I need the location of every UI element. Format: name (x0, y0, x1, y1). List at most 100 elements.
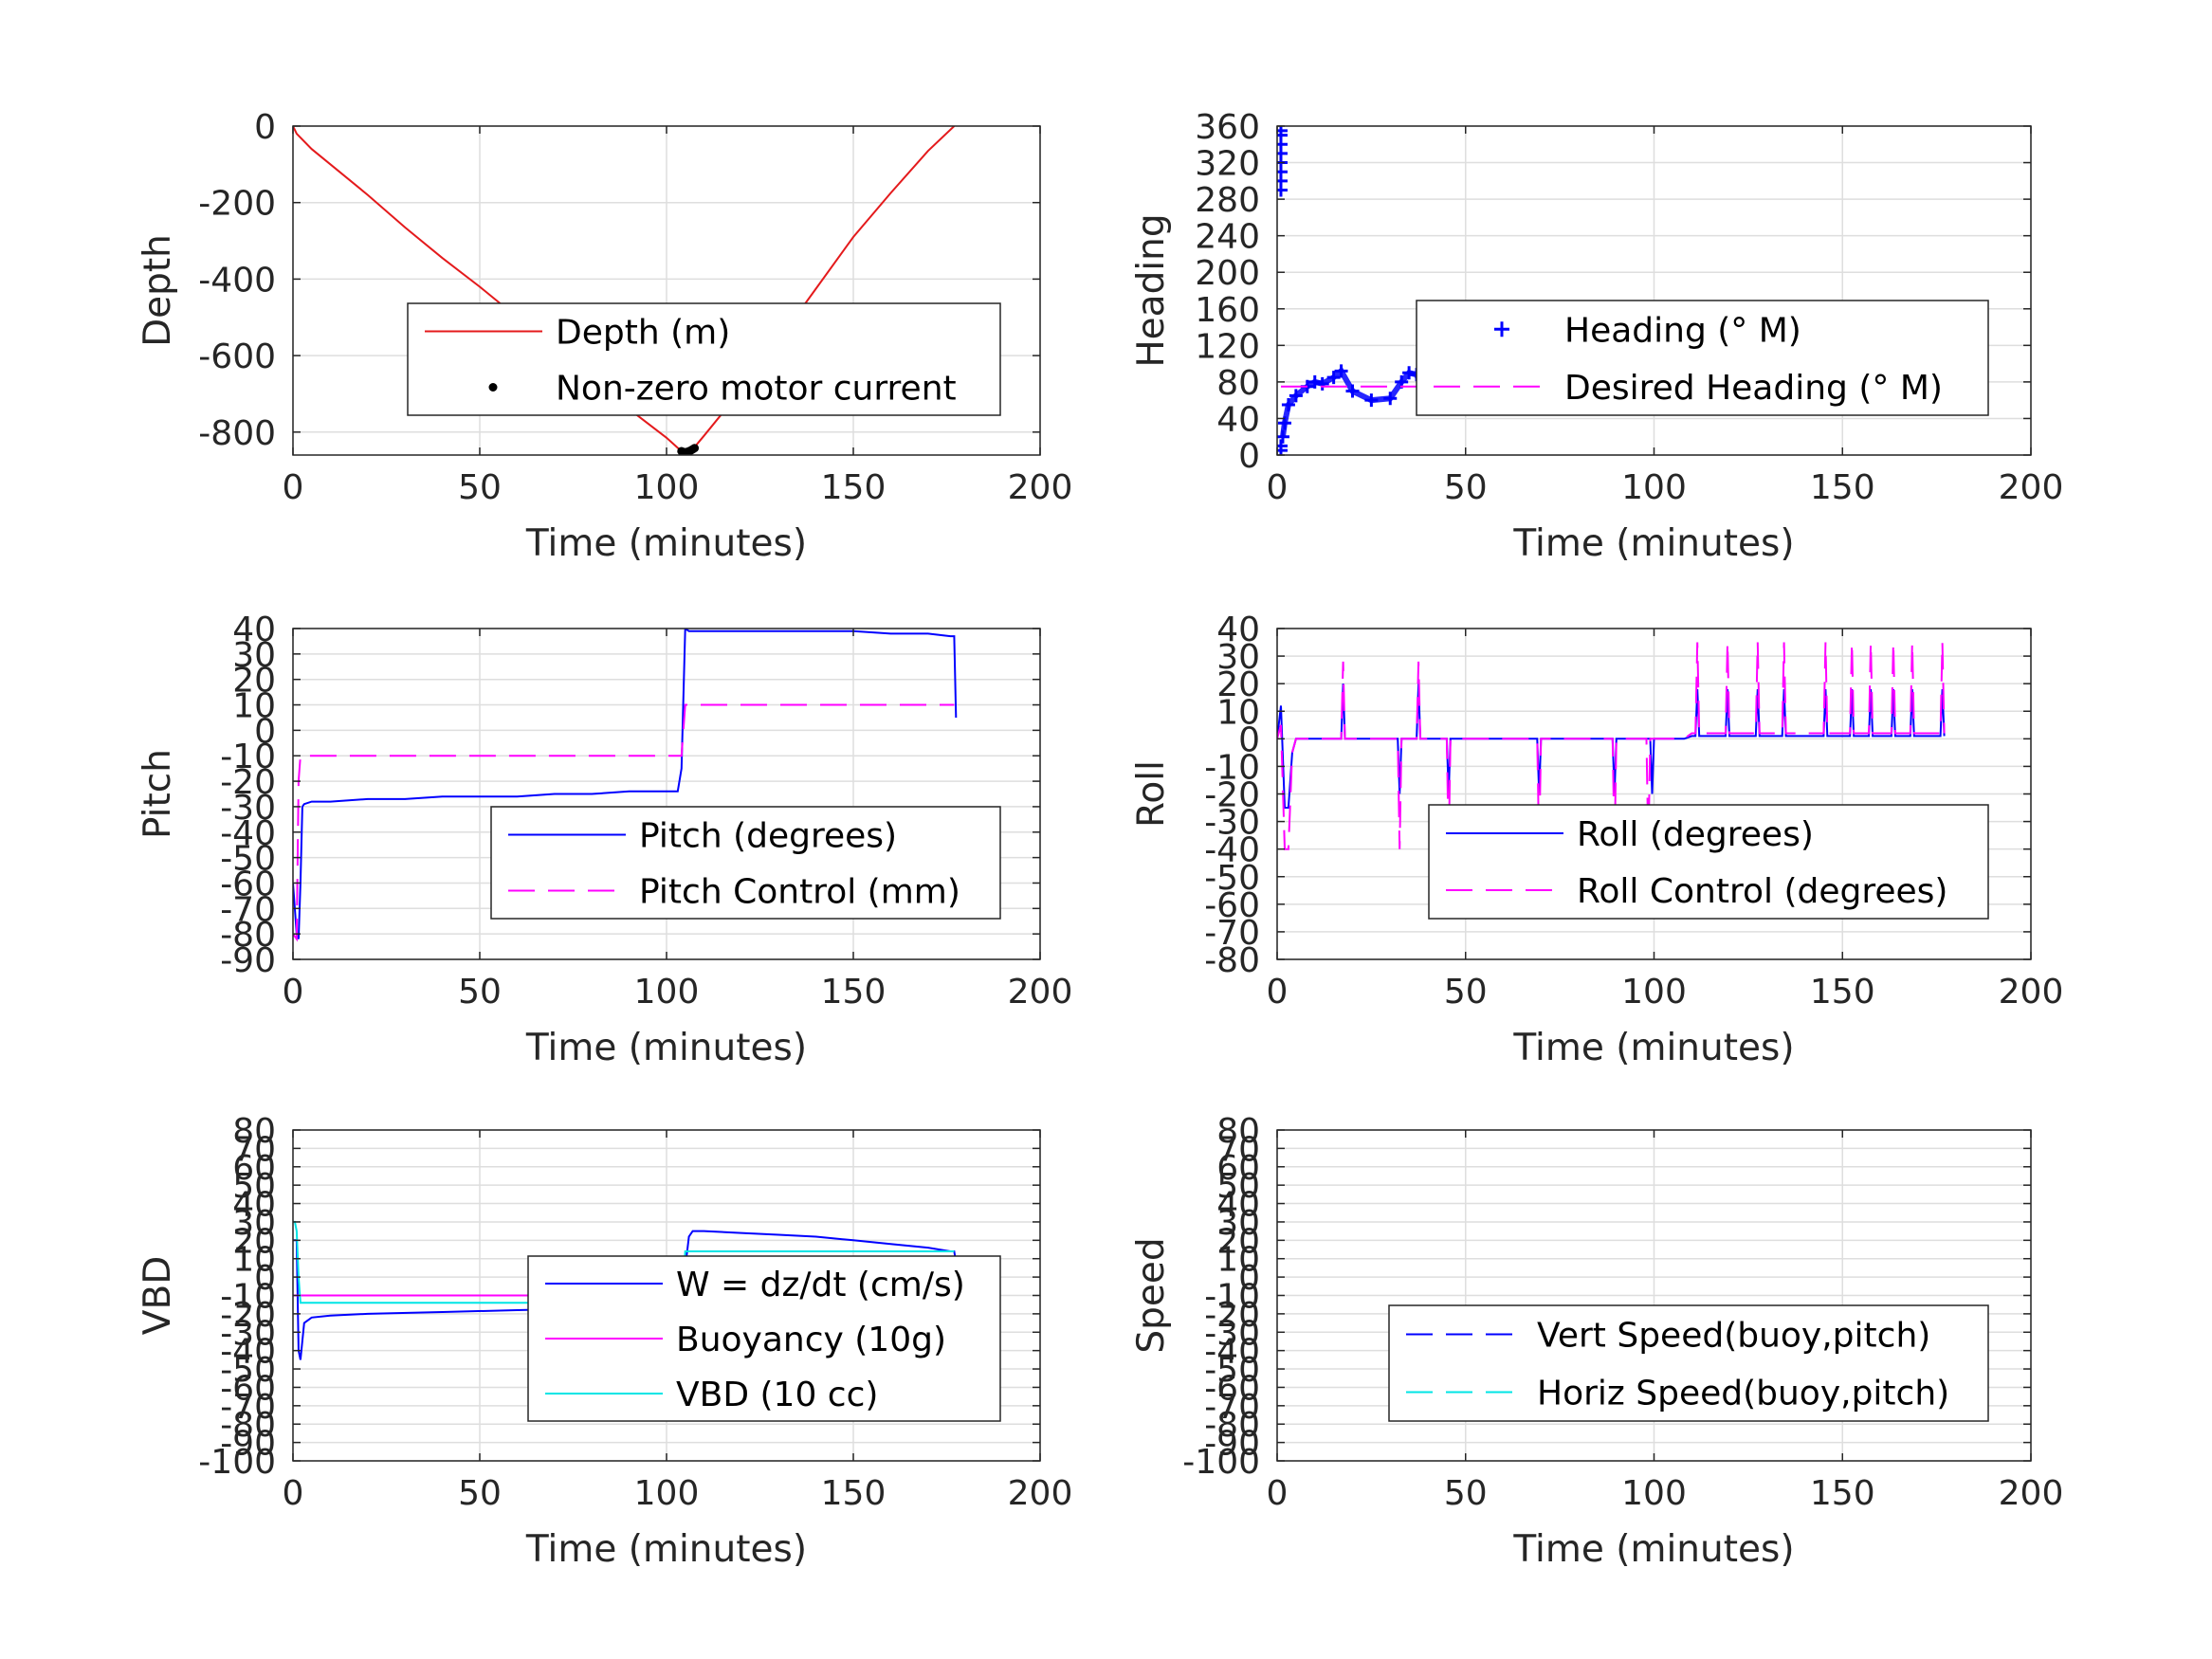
y-tick-label: -80 (1204, 941, 1260, 980)
legend-marker (488, 383, 498, 392)
y-tick-label: -200 (198, 185, 276, 224)
y-tick-label: 240 (1195, 218, 1260, 257)
y-tick-label: -400 (198, 261, 276, 300)
x-tick-label: 100 (1621, 1474, 1687, 1513)
y-tick-label: 40 (1216, 611, 1260, 649)
x-axis-label: Time (minutes) (1512, 522, 1794, 565)
y-tick-label: -20 (1204, 776, 1260, 815)
y-tick-label: 80 (1216, 1112, 1260, 1151)
y-tick-label: 40 (1216, 1186, 1260, 1225)
y-tick-label: 20 (1216, 1222, 1260, 1261)
y-axis-label: Roll (1130, 760, 1173, 828)
y-tick-label: 10 (232, 687, 276, 726)
y-tick-label: 20 (232, 1222, 276, 1261)
y-tick-label: -90 (220, 941, 276, 980)
x-tick-label: 150 (821, 973, 887, 1012)
x-tick-label: 0 (1267, 468, 1289, 507)
y-tick-label: -800 (198, 414, 276, 453)
legend: W = dz/dt (cm/s) Buoyancy (10g) VBD (10 cc… (527, 1255, 1001, 1422)
y-tick-label: 40 (232, 1186, 276, 1225)
legend-box (1388, 1304, 1989, 1422)
x-tick-label: 50 (1444, 1474, 1488, 1513)
y-tick-label: 0 (1238, 1259, 1260, 1298)
y-tick-label: 70 (232, 1130, 276, 1169)
y-tick-label: 0 (1238, 720, 1260, 759)
legend-label: VBD (10 cc) (676, 1376, 878, 1414)
x-tick-label: 200 (1008, 973, 1073, 1012)
y-tick-label: 160 (1195, 291, 1260, 330)
y-tick-label: 40 (232, 611, 276, 649)
y-tick-label: -20 (220, 1296, 276, 1335)
legend: Depth (m) Non-zero motor current (407, 302, 1001, 416)
series-line-1 (293, 126, 956, 455)
chart-panel-3: 0 50 100 150 200403020100-10-20-30-40-50-60-… (137, 611, 1072, 1069)
x-tick-label: 100 (634, 973, 700, 1012)
y-tick-label: -10 (220, 1278, 276, 1317)
legend-marker (1494, 321, 1509, 337)
x-tick-label: 200 (1008, 1474, 1073, 1513)
y-tick-label: 320 (1195, 145, 1260, 184)
series-line-2 (293, 703, 955, 942)
y-tick-label: 30 (232, 1204, 276, 1243)
chart-panel-2: 0 50 100 150 20004080120160200240280320360Ti… (1130, 108, 2063, 565)
x-tick-label: 50 (458, 973, 502, 1012)
y-axis-label: Heading (1130, 213, 1173, 367)
legend-label: Heading (° M) (1564, 311, 1801, 350)
x-tick-label: 50 (458, 1474, 502, 1513)
y-tick-label: -10 (220, 738, 276, 776)
x-tick-label: 200 (1008, 468, 1073, 507)
x-tick-label: 150 (1810, 468, 1875, 507)
y-tick-label: -30 (1204, 804, 1260, 843)
y-tick-label: -40 (220, 1333, 276, 1372)
data-point (1277, 439, 1288, 453)
legend-label: Pitch (degrees) (639, 817, 897, 856)
legend: Heading (° M) Desired Heading (° M) (1416, 300, 1989, 416)
chart-panel-4: 0 50 100 150 200403020100-10-20-30-40-50-60-… (1130, 611, 2063, 1069)
x-tick-label: 200 (1999, 1474, 2064, 1513)
legend: Vert Speed(buoy,pitch) Horiz Speed(buoy,p… (1388, 1304, 1989, 1422)
y-tick-label: -600 (198, 337, 276, 376)
y-tick-label: -70 (1204, 914, 1260, 953)
legend-label: Pitch Control (mm) (639, 873, 960, 912)
y-tick-label: -20 (220, 763, 276, 802)
y-tick-label: 50 (232, 1167, 276, 1206)
x-tick-label: 50 (1444, 973, 1488, 1012)
y-tick-label: 10 (1216, 1241, 1260, 1280)
x-tick-label: 200 (1999, 468, 2064, 507)
x-tick-label: 150 (821, 468, 887, 507)
y-tick-label: 0 (254, 712, 276, 751)
y-tick-label: -10 (1204, 748, 1260, 787)
x-tick-label: 0 (1267, 1474, 1289, 1513)
y-tick-label: -40 (1204, 1333, 1260, 1372)
y-tick-label: -50 (1204, 859, 1260, 898)
y-tick-label: -70 (220, 1388, 276, 1427)
x-tick-label: 0 (1267, 973, 1289, 1012)
series-line-2 (1277, 642, 1946, 850)
x-axis-label: Time (minutes) (525, 522, 807, 565)
x-tick-label: 100 (1621, 468, 1687, 507)
y-tick-label: -60 (1204, 886, 1260, 925)
x-tick-label: 100 (634, 468, 700, 507)
x-tick-label: 100 (634, 1474, 700, 1513)
y-tick-label: -100 (1182, 1443, 1260, 1482)
chart-panel-6: 0 50 100 150 20080706050403020100-10-20-30-4… (1130, 1112, 2063, 1571)
y-tick-label: -30 (220, 789, 276, 828)
x-tick-label: 50 (1444, 468, 1488, 507)
x-axis-label: Time (minutes) (525, 1528, 807, 1571)
legend-label: Non-zero motor current (556, 370, 957, 409)
y-tick-label: -70 (220, 890, 276, 929)
y-tick-label: 30 (1216, 1204, 1260, 1243)
y-tick-label: 50 (1216, 1167, 1260, 1206)
data-layer (293, 126, 956, 455)
legend-label: Desired Heading (° M) (1564, 369, 1943, 408)
legend-box (490, 806, 1001, 920)
y-tick-label: 0 (254, 108, 276, 147)
y-axis-label: Pitch (137, 749, 179, 839)
y-tick-label: -90 (1204, 1425, 1260, 1464)
y-tick-label: -100 (198, 1443, 276, 1482)
x-tick-label: 0 (283, 468, 304, 507)
y-tick-label: 80 (1216, 364, 1260, 403)
y-tick-label: 70 (1216, 1130, 1260, 1169)
y-tick-label: 60 (1216, 1149, 1260, 1188)
y-tick-label: 280 (1195, 181, 1260, 220)
